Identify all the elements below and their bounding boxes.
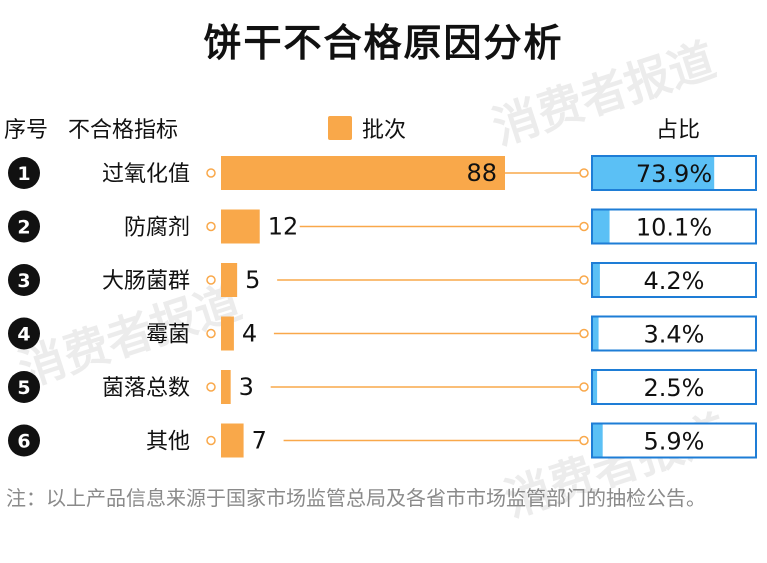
- bar-chart: 1 过氧化值 88 73.9% 2 防腐剂 12 10.1% 3 大肠菌群 5 4.2% 4 霉菌 4 3.4…: [8, 155, 757, 459]
- bar-value-label: 4: [242, 320, 257, 348]
- bar: [221, 209, 260, 244]
- connector-dot: [206, 328, 216, 339]
- connector-dot: [206, 275, 216, 285]
- index-badge: [8, 371, 40, 403]
- index-badge-label: 1: [17, 163, 30, 185]
- connector-dot: [579, 328, 589, 339]
- connector-dot: [206, 221, 216, 232]
- header-ratio: 占比: [656, 118, 701, 143]
- legend-swatch: [328, 116, 352, 140]
- ratio-fill: [593, 317, 599, 350]
- chart-title: 饼干不合格原因分析: [203, 21, 564, 65]
- ratio-box: [591, 369, 757, 405]
- ratio-box: [591, 262, 757, 298]
- ratio-label: 4.2%: [644, 267, 705, 295]
- legend-label: 批次: [362, 118, 407, 143]
- connector-dot: [579, 221, 589, 232]
- category-label: 菌落总数: [102, 376, 190, 401]
- index-badge-label: 3: [17, 270, 30, 292]
- index-badge-label: 2: [17, 217, 30, 239]
- category-label: 其他: [146, 430, 190, 455]
- index-badge: [8, 424, 40, 457]
- ratio-box: [591, 208, 757, 245]
- category-label: 防腐剂: [124, 216, 190, 241]
- bar-value-label: 5: [245, 266, 260, 294]
- bar-value-label: 88: [466, 159, 497, 187]
- index-badge-label: 4: [17, 324, 30, 346]
- ratio-label: 73.9%: [636, 160, 712, 188]
- index-badge: [8, 264, 40, 296]
- bar-value-label: 7: [252, 427, 267, 455]
- connector-dot: [206, 382, 216, 392]
- bar: [221, 370, 231, 404]
- index-badge-label: 5: [17, 377, 30, 399]
- ratio-box: [591, 315, 757, 352]
- index-badge: [8, 157, 40, 189]
- connector-dot: [579, 435, 589, 446]
- ratio-label: 5.9%: [644, 428, 705, 456]
- header-indicator: 不合格指标: [68, 118, 179, 143]
- bar: [221, 156, 505, 190]
- ratio-fill: [593, 264, 600, 296]
- category-label: 过氧化值: [102, 162, 190, 187]
- ratio-label: 2.5%: [644, 374, 705, 402]
- index-badge: [8, 317, 40, 350]
- ratio-label: 3.4%: [644, 321, 705, 349]
- ratio-fill: [593, 424, 603, 457]
- connector-dot: [206, 435, 216, 446]
- index-badge: [8, 210, 40, 243]
- ratio-box: [591, 422, 757, 459]
- connector-dot: [206, 168, 216, 178]
- bar-value-label: 12: [268, 213, 299, 241]
- category-label: 霉菌: [146, 323, 190, 348]
- connector-dot: [579, 382, 589, 392]
- bar: [221, 316, 234, 351]
- footnote: 注：以上产品信息来源于国家市场监管总局及各省市市场监管部门的抽检公告。: [6, 486, 706, 510]
- category-label: 大肠菌群: [102, 269, 190, 294]
- bar: [221, 423, 244, 458]
- connector-dot: [579, 275, 589, 285]
- ratio-label: 10.1%: [636, 214, 712, 242]
- ratio-fill: [593, 157, 715, 189]
- bar: [221, 263, 238, 297]
- ratio-fill: [593, 371, 598, 403]
- header-index: 序号: [4, 118, 49, 143]
- ratio-fill: [593, 210, 610, 243]
- connector-dot: [579, 168, 589, 178]
- bar-value-label: 3: [239, 373, 254, 401]
- index-badge-label: 6: [17, 431, 30, 453]
